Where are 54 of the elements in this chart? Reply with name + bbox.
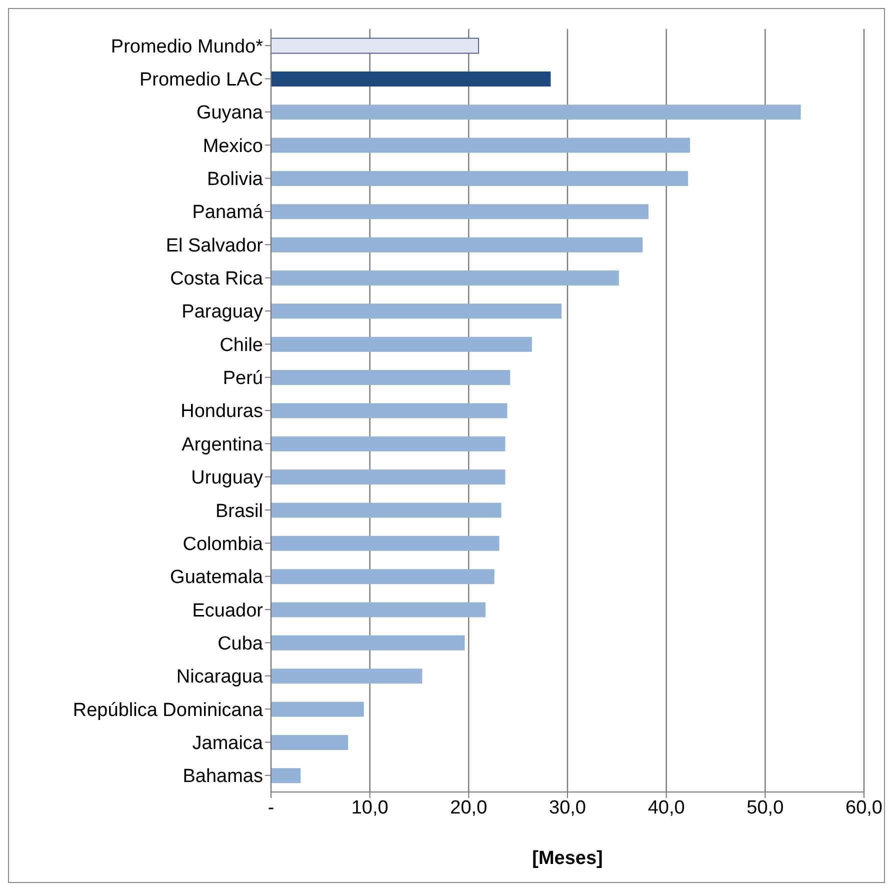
bar [271, 536, 500, 551]
y-tick-label: Chile [220, 334, 263, 356]
bar [271, 702, 364, 717]
y-tick-label: Cuba [218, 633, 264, 654]
bar [271, 768, 301, 784]
bar [271, 403, 508, 418]
x-tick-label: 60,0 [846, 797, 882, 818]
y-tick-label: Argentina [182, 434, 264, 456]
y-tick-label: Promedio LAC [139, 70, 263, 91]
x-tick-label: 50,0 [746, 797, 784, 818]
bar [271, 602, 486, 618]
bar [271, 237, 643, 252]
y-tick-label: Uruguay [191, 468, 264, 489]
bar [271, 502, 502, 518]
y-tick-label: Colombia [182, 534, 264, 555]
y-tick-label: Honduras [180, 401, 263, 422]
y-tick-label: Brasil [215, 500, 263, 522]
y-tick-label: Ecuador [192, 600, 264, 622]
y-tick-label: Promedio Mundo* [110, 36, 264, 58]
y-tick-label: Nicaragua [176, 666, 264, 688]
y-tick-label: Bahamas [182, 766, 263, 788]
y-tick-label: Paraguay [182, 302, 264, 323]
y-tick-label: Panamá [192, 202, 264, 224]
bar [271, 436, 506, 452]
y-tick-label: Guatemala [170, 567, 264, 588]
x-axis-title: [Meses] [532, 848, 603, 869]
y-tick-label: El Salvador [166, 235, 264, 256]
bar [271, 304, 562, 319]
bar [271, 370, 510, 386]
bar [271, 734, 348, 750]
bar [271, 635, 465, 650]
bar [271, 104, 801, 120]
y-tick-label: Costa Rica [170, 268, 264, 290]
x-tick-label: - [268, 797, 274, 818]
bar [271, 170, 688, 186]
bar [271, 470, 506, 485]
bar [271, 668, 422, 684]
y-tick-label: República Dominicana [72, 700, 264, 721]
bar [271, 569, 494, 584]
bar [271, 138, 690, 153]
x-tick-label: 30,0 [549, 797, 586, 818]
bar [271, 204, 649, 220]
bar [271, 71, 551, 86]
y-tick-label: Perú [222, 368, 263, 390]
bar [271, 270, 619, 286]
bar [271, 336, 532, 352]
y-tick-label: Guyana [196, 102, 264, 124]
x-tick-label: 40,0 [648, 797, 685, 818]
x-tick-label: 20,0 [450, 797, 488, 818]
y-tick-label: Bolivia [207, 169, 264, 190]
bar [271, 38, 480, 54]
y-tick-label: Jamaica [192, 732, 264, 754]
x-tick-label: 10,0 [351, 797, 388, 818]
y-tick-label: Mexico [202, 136, 263, 157]
